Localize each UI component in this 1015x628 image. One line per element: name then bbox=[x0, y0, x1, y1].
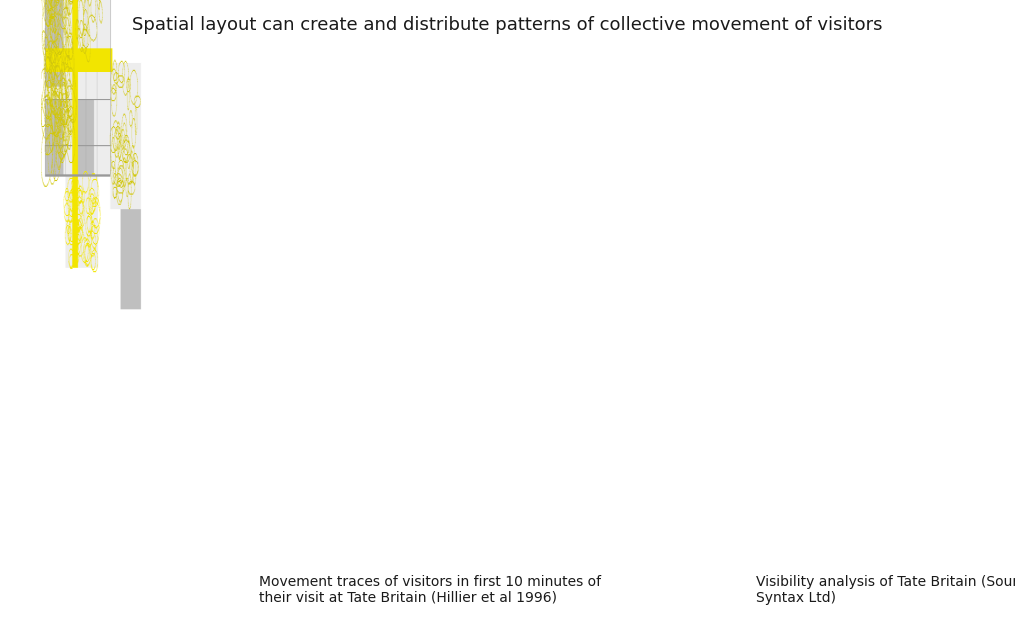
Text: Visibility analysis of Tate Britain (Source: Space
Syntax Ltd): Visibility analysis of Tate Britain (Sou… bbox=[756, 575, 1015, 605]
Text: Movement traces of visitors in first 10 minutes of
their visit at Tate Britain (: Movement traces of visitors in first 10 … bbox=[259, 575, 601, 605]
Text: Spatial layout can create and distribute patterns of collective movement of visi: Spatial layout can create and distribute… bbox=[132, 16, 883, 34]
